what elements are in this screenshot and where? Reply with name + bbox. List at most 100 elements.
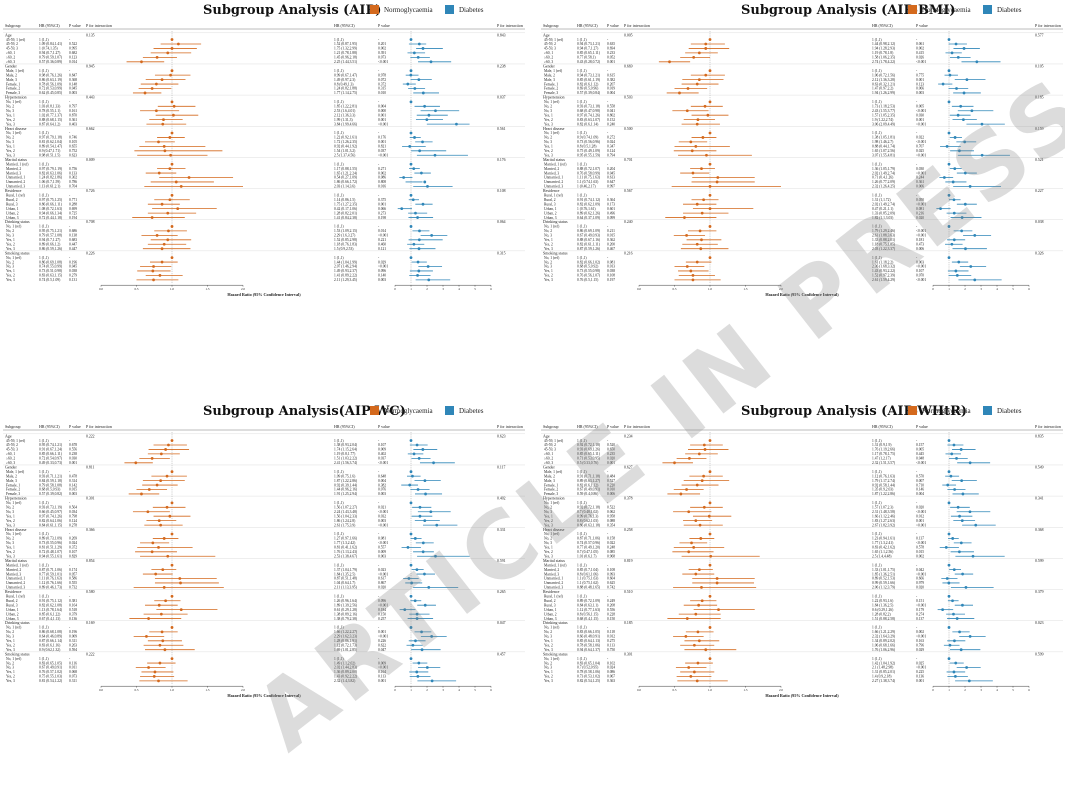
point-normo [698,229,702,233]
hr-diab: 1.04 (0.64,1.7) [334,581,356,586]
hr-diab: 1.86 (1.24,2.8) [334,519,356,524]
legend-label: Normoglycaemia [384,407,433,415]
hr-diab: 0.83 (0.42,1.62) [872,546,896,551]
hr-normo: 1 (1,1) [39,256,49,261]
p-normo: 0.045 [69,265,77,269]
p-diab: 0.020 [378,586,386,590]
pint-normo: 0.726 [86,189,95,193]
p-normo: - [69,532,71,536]
hr-normo: 0.81 (0.62,1.04) [39,140,63,145]
p-diab: 0.030 [916,167,924,171]
point-diab [409,256,413,259]
point-normo [679,492,683,496]
row-label: No, 1 (ref) [6,626,22,631]
hr-diab: 2.31 (1.48,3.58) [872,510,896,515]
hr-normo: 0.82 (0.61,1.11) [577,242,601,247]
p-normo: 0.288 [69,202,77,206]
pint-normo: 0.366 [86,528,95,532]
hr-normo: 0.89 (0.72,1.09) [577,599,601,604]
p-diab: <0.001 [378,666,388,670]
p-normo: 0.278 [69,523,77,527]
p-diab: 0.096 [378,269,386,273]
hr-normo: 0.88 (0.48,1.65) [577,586,601,591]
group-label: Drinking status [543,620,568,625]
p-normo: 0.073 [69,675,77,679]
point-normo [685,617,689,620]
p-normo: - [69,162,71,166]
point-normo [167,443,170,447]
point-diab [970,109,974,113]
point-normo [704,42,708,46]
p-normo: 0.088 [607,519,615,523]
p-normo: 0.006 [607,492,615,496]
hr-normo: 0.95 (0.74,1.21) [39,443,63,448]
row-label: Yes, 3 [6,648,15,653]
p-normo: 0.045 [607,171,615,175]
row-label: Yes, 2 [6,675,15,680]
p-diab: 0.066 [378,207,386,211]
hr-normo: 0.66 (0.48,0.91) [577,635,601,640]
point-diab [417,456,421,460]
hr-normo: 0.81 (0.51,1.29) [39,546,63,551]
point-normo [162,144,166,148]
p-diab: 0.157 [916,443,924,447]
forest-panel-aip-wc: Subgroup Analysis(AIP-WC) Normoglycaemia D… [3,404,525,799]
hr-normo: 0.77 (0.58,1) [577,56,596,61]
pint-normo: 0.222 [86,434,95,438]
row-label: Female, 1 [6,483,20,488]
row-label: No, 1 (ref) [6,100,22,105]
hr-normo: 0.82 (0.64,1.06) [39,519,63,524]
row-label: Yes, 2 [6,274,15,279]
p-normo: - [607,439,609,443]
row-label: Female, 2 [6,488,20,493]
hr-diab: 1 (1,1) [334,657,344,662]
p-diab: 0.361 [916,180,924,184]
p-normo: 0.197 [607,278,615,282]
point-normo [690,149,694,153]
hr-normo: 0.68 (0.47,0.98) [577,109,601,114]
point-normo [147,617,150,620]
row-label: Married, 2 [6,167,21,172]
pint-normo: 0.811 [86,465,95,469]
point-diab [947,626,951,629]
hr-normo: 0.94 (0.7,1.27) [39,51,61,56]
row-label: No, 1 (ref) [544,657,560,662]
tick-label-diab: 4 [996,688,998,692]
p-normo: 0.067 [607,675,615,679]
hr-diab: 1.85 (1.36,2.51) [872,572,896,577]
p-normo: 0.362 [607,238,615,242]
hr-diab: 2.12 (1.36,3.3) [334,113,356,118]
header-pint-diab: P for interaction [497,424,523,429]
tick-label-diab: 6 [490,287,492,291]
point-normo [166,211,170,215]
p-normo: 0.004 [607,91,615,95]
p-normo: 0.138 [69,234,77,238]
point-normo [169,153,172,157]
hr-normo: 0.75 (0.49,1.09) [577,149,601,154]
hr-normo: 0.62 (0.45,0.85) [39,91,63,96]
hr-normo: 0.76 (0.57,1.02) [39,670,63,675]
p-normo: - [607,131,609,135]
row-label: Married, 3 [544,171,559,176]
p-normo: 0.275 [607,639,615,643]
header-p-diab: P value [378,424,390,429]
p-normo: 0.020 [607,457,615,461]
p-diab: <0.001 [916,541,926,545]
p-normo: 0.152 [607,118,615,122]
point-diab [960,229,964,233]
group-label: Smoking status [5,250,30,255]
row-label: 45-59, 3 [6,448,18,453]
point-diab [953,136,957,139]
point-normo [170,38,174,41]
row-label: ≥60, 3 [6,60,15,65]
point-diab [952,443,956,447]
row-label: Urban, 2 [544,211,557,216]
pint-diab: 0.521 [1035,158,1044,162]
point-normo [691,274,695,277]
hr-diab: 2.11 (1.13,3.95) [334,586,358,591]
p-normo: 0.150 [607,617,615,621]
hr-diab: 1 (1,1) [334,194,344,199]
legend-normoglycaemia: Normoglycaemia [908,406,971,415]
row-label: Rural, 3 [544,202,556,207]
pint-diab: 0.023 [1035,621,1044,625]
